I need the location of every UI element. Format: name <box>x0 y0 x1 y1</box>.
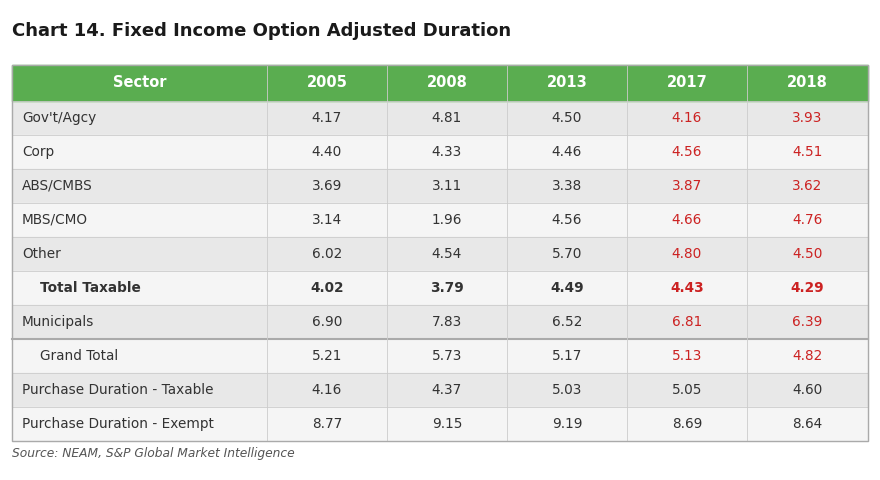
Text: Gov't/Agcy: Gov't/Agcy <box>22 111 96 125</box>
Text: Grand Total: Grand Total <box>40 349 118 363</box>
Text: 4.54: 4.54 <box>432 247 462 261</box>
Text: 4.29: 4.29 <box>791 281 825 295</box>
Text: 3.14: 3.14 <box>312 213 342 227</box>
Text: 6.90: 6.90 <box>312 315 342 329</box>
Text: 4.66: 4.66 <box>671 213 702 227</box>
Bar <box>12 169 868 203</box>
Bar <box>12 65 868 441</box>
Text: Source: NEAM, S&P Global Market Intelligence: Source: NEAM, S&P Global Market Intellig… <box>12 447 295 460</box>
Bar <box>12 101 868 135</box>
Bar <box>12 203 868 237</box>
Text: 5.13: 5.13 <box>671 349 702 363</box>
Text: 4.56: 4.56 <box>671 145 702 159</box>
Text: Municipals: Municipals <box>22 315 94 329</box>
Text: 4.76: 4.76 <box>792 213 823 227</box>
Text: 4.37: 4.37 <box>432 383 462 397</box>
Text: 3.69: 3.69 <box>312 179 342 193</box>
Text: 4.50: 4.50 <box>552 111 583 125</box>
Bar <box>12 305 868 339</box>
Text: MBS/CMO: MBS/CMO <box>22 213 88 227</box>
Bar <box>12 373 868 407</box>
Text: 4.43: 4.43 <box>671 281 704 295</box>
Text: 3.38: 3.38 <box>552 179 583 193</box>
Text: 8.77: 8.77 <box>312 417 342 431</box>
Text: 3.79: 3.79 <box>430 281 464 295</box>
Text: 4.02: 4.02 <box>311 281 344 295</box>
Text: Other: Other <box>22 247 61 261</box>
Text: 3.11: 3.11 <box>432 179 462 193</box>
Text: 3.93: 3.93 <box>792 111 823 125</box>
Bar <box>12 65 868 101</box>
Text: 1.96: 1.96 <box>432 213 462 227</box>
Text: 8.69: 8.69 <box>671 417 702 431</box>
Text: 4.50: 4.50 <box>792 247 823 261</box>
Text: 7.83: 7.83 <box>432 315 462 329</box>
Text: 4.60: 4.60 <box>792 383 823 397</box>
Bar <box>12 339 868 373</box>
Text: Corp: Corp <box>22 145 55 159</box>
Text: 4.17: 4.17 <box>312 111 342 125</box>
Text: 6.02: 6.02 <box>312 247 342 261</box>
Text: 4.56: 4.56 <box>552 213 583 227</box>
Text: 4.51: 4.51 <box>792 145 823 159</box>
Text: 5.70: 5.70 <box>552 247 583 261</box>
Text: 3.62: 3.62 <box>792 179 823 193</box>
Text: 2005: 2005 <box>306 75 348 90</box>
Text: Sector: Sector <box>113 75 166 90</box>
Text: 4.49: 4.49 <box>550 281 583 295</box>
Text: Purchase Duration - Taxable: Purchase Duration - Taxable <box>22 383 214 397</box>
Text: 5.73: 5.73 <box>432 349 462 363</box>
Text: 2018: 2018 <box>787 75 828 90</box>
Bar <box>12 407 868 441</box>
Text: 8.64: 8.64 <box>792 417 823 431</box>
Text: 2013: 2013 <box>546 75 587 90</box>
Text: 4.80: 4.80 <box>671 247 702 261</box>
Text: 5.05: 5.05 <box>671 383 702 397</box>
Text: 4.82: 4.82 <box>792 349 823 363</box>
Bar <box>12 271 868 305</box>
Text: 5.03: 5.03 <box>552 383 583 397</box>
Text: 4.16: 4.16 <box>671 111 702 125</box>
Text: 4.46: 4.46 <box>552 145 583 159</box>
Text: ABS/CMBS: ABS/CMBS <box>22 179 92 193</box>
Text: 5.21: 5.21 <box>312 349 342 363</box>
Text: 4.40: 4.40 <box>312 145 342 159</box>
Text: 6.39: 6.39 <box>792 315 823 329</box>
Text: 5.17: 5.17 <box>552 349 583 363</box>
Text: 4.33: 4.33 <box>432 145 462 159</box>
Text: Total Taxable: Total Taxable <box>40 281 141 295</box>
Text: 9.19: 9.19 <box>552 417 583 431</box>
Text: 6.81: 6.81 <box>671 315 702 329</box>
Text: 4.16: 4.16 <box>312 383 342 397</box>
Text: 3.87: 3.87 <box>671 179 702 193</box>
Text: 2008: 2008 <box>427 75 467 90</box>
Text: 4.81: 4.81 <box>432 111 462 125</box>
Text: Chart 14. Fixed Income Option Adjusted Duration: Chart 14. Fixed Income Option Adjusted D… <box>12 22 511 40</box>
Text: Purchase Duration - Exempt: Purchase Duration - Exempt <box>22 417 214 431</box>
Text: 9.15: 9.15 <box>432 417 462 431</box>
Bar <box>12 135 868 169</box>
Text: 6.52: 6.52 <box>552 315 583 329</box>
Bar <box>12 237 868 271</box>
Text: 2017: 2017 <box>667 75 708 90</box>
